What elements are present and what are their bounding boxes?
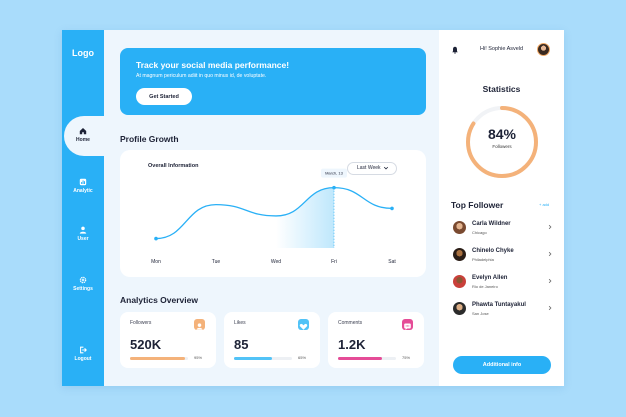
- sidebar-item-label: User: [77, 236, 89, 242]
- card-label: Likes: [234, 320, 246, 326]
- follower-item[interactable]: Carla Wildner Chicago: [451, 220, 553, 238]
- chevron-right-icon: [548, 305, 552, 311]
- data-point: [390, 206, 394, 211]
- card-label: Comments: [338, 320, 363, 326]
- home-icon: [79, 127, 87, 135]
- gear-icon: [79, 276, 87, 284]
- sidebar-item-home[interactable]: Home: [62, 127, 104, 143]
- followers-card: Followers 520K 95%: [120, 312, 216, 368]
- sidebar-item-label: Settings: [73, 286, 93, 292]
- likes-progress-fill: [234, 357, 272, 360]
- dashboard-window: Logo Home Analytic User Settings Logout …: [62, 30, 564, 386]
- progress-track: [234, 357, 292, 360]
- avatar: [453, 248, 466, 261]
- avatar: [453, 302, 466, 315]
- comment-icon: [402, 319, 413, 331]
- card-percent: 95%: [194, 355, 203, 360]
- data-point: [332, 185, 336, 190]
- x-tick-label: Fri: [331, 259, 337, 265]
- follower-item[interactable]: Evelyn Allen Rio de Janeiro: [451, 274, 553, 292]
- follower-item[interactable]: Phawta Tuntayakul San Jose: [451, 301, 553, 319]
- add-follower-link[interactable]: + add: [539, 202, 550, 207]
- banner-title: Track your social media performance!: [136, 60, 290, 70]
- likes-card: Likes 85 65%: [224, 312, 320, 368]
- get-started-button[interactable]: Get Started: [136, 88, 192, 105]
- sidebar-item-label: Analytic: [73, 188, 93, 194]
- active-tab-background: [64, 116, 108, 156]
- x-tick-label: Mon: [151, 259, 161, 265]
- comments-progress-fill: [338, 357, 382, 360]
- bell-icon[interactable]: [451, 46, 459, 54]
- period-dropdown[interactable]: Last Week: [347, 162, 397, 175]
- follower-city: San Jose: [472, 311, 489, 316]
- follower-name: Evelyn Allen: [472, 275, 508, 281]
- profile-growth-title: Profile Growth: [120, 134, 179, 144]
- highlight-label: March, 13: [325, 171, 344, 176]
- card-percent: 65%: [298, 355, 307, 360]
- follower-item[interactable]: Chinelo Chyke Philadelphia: [451, 247, 553, 265]
- data-point: [154, 236, 158, 241]
- card-value: 85: [234, 337, 249, 352]
- follower-name: Chinelo Chyke: [472, 248, 514, 254]
- promo-banner: Track your social media performance! At …: [120, 48, 426, 115]
- progress-track: [130, 357, 188, 360]
- series-line: [155, 187, 393, 240]
- analytics-overview-title: Analytics Overview: [120, 295, 198, 305]
- chart-title: Overall Information: [148, 163, 199, 169]
- user-greeting: Hi! Sophie Asveld: [480, 46, 524, 52]
- x-tick-label: Tue: [212, 259, 221, 265]
- statistics-ring: [466, 106, 538, 178]
- highlight-area: [276, 187, 334, 248]
- follower-city: Philadelphia: [472, 257, 494, 262]
- statistics-label: Followers: [492, 144, 512, 149]
- logo: Logo: [72, 48, 94, 58]
- sidebar-item-analytic[interactable]: Analytic: [62, 178, 104, 194]
- card-label: Followers: [130, 320, 152, 326]
- avatar: [453, 221, 466, 234]
- x-tick-label: Wed: [271, 259, 281, 265]
- heart-icon: [298, 319, 309, 330]
- user-icon: [79, 226, 87, 234]
- chevron-right-icon: [548, 224, 552, 230]
- statistics-title: Statistics: [482, 84, 521, 94]
- sidebar-item-label: Home: [76, 137, 90, 143]
- ring-progress: [466, 106, 538, 178]
- logout-icon: [80, 346, 87, 354]
- right-panel: Hi! Sophie Asveld Statistics 84% Followe…: [439, 30, 564, 386]
- analytics-icon: [79, 178, 87, 186]
- highlight-tooltip: [321, 168, 347, 178]
- follower-name: Carla Wildner: [472, 221, 511, 227]
- period-dropdown-value: Last Week: [357, 165, 381, 171]
- sidebar-item-settings[interactable]: Settings: [62, 276, 104, 292]
- followers-progress-fill: [130, 357, 186, 360]
- banner-subtitle: At magnum periculum adiit in quo minus i…: [136, 73, 267, 79]
- main-content: Track your social media performance! At …: [104, 30, 439, 386]
- statistics-value: 84%: [487, 126, 517, 142]
- sidebar: Logo Home Analytic User Settings Logout: [62, 30, 108, 386]
- follower-city: Rio de Janeiro: [472, 284, 498, 289]
- comments-card: Comments 1.2K 75%: [328, 312, 424, 368]
- progress-track: [338, 357, 396, 360]
- card-percent: 75%: [402, 355, 411, 360]
- chevron-right-icon: [548, 251, 552, 257]
- chevron-down-icon: [383, 166, 389, 170]
- card-value: 1.2K: [338, 337, 366, 352]
- growth-chart: March, 13 Mon Tue Wed Fri Sat: [151, 168, 396, 265]
- top-follower-title: Top Follower: [451, 200, 504, 210]
- sidebar-item-label: Logout: [74, 356, 92, 362]
- card-value: 520K: [130, 337, 162, 352]
- x-tick-label: Sat: [388, 259, 396, 265]
- avatar: [453, 275, 466, 288]
- avatar[interactable]: [537, 43, 550, 56]
- sidebar-item-logout[interactable]: Logout: [62, 346, 104, 362]
- additional-info-button[interactable]: Additional info: [453, 356, 551, 374]
- followers-icon: [194, 319, 205, 330]
- sidebar-item-user[interactable]: User: [62, 226, 104, 242]
- chevron-right-icon: [548, 278, 552, 284]
- follower-city: Chicago: [472, 230, 487, 235]
- follower-name: Phawta Tuntayakul: [472, 302, 526, 308]
- profile-growth-card: Overall Information Last Week March, 13 M…: [120, 150, 426, 277]
